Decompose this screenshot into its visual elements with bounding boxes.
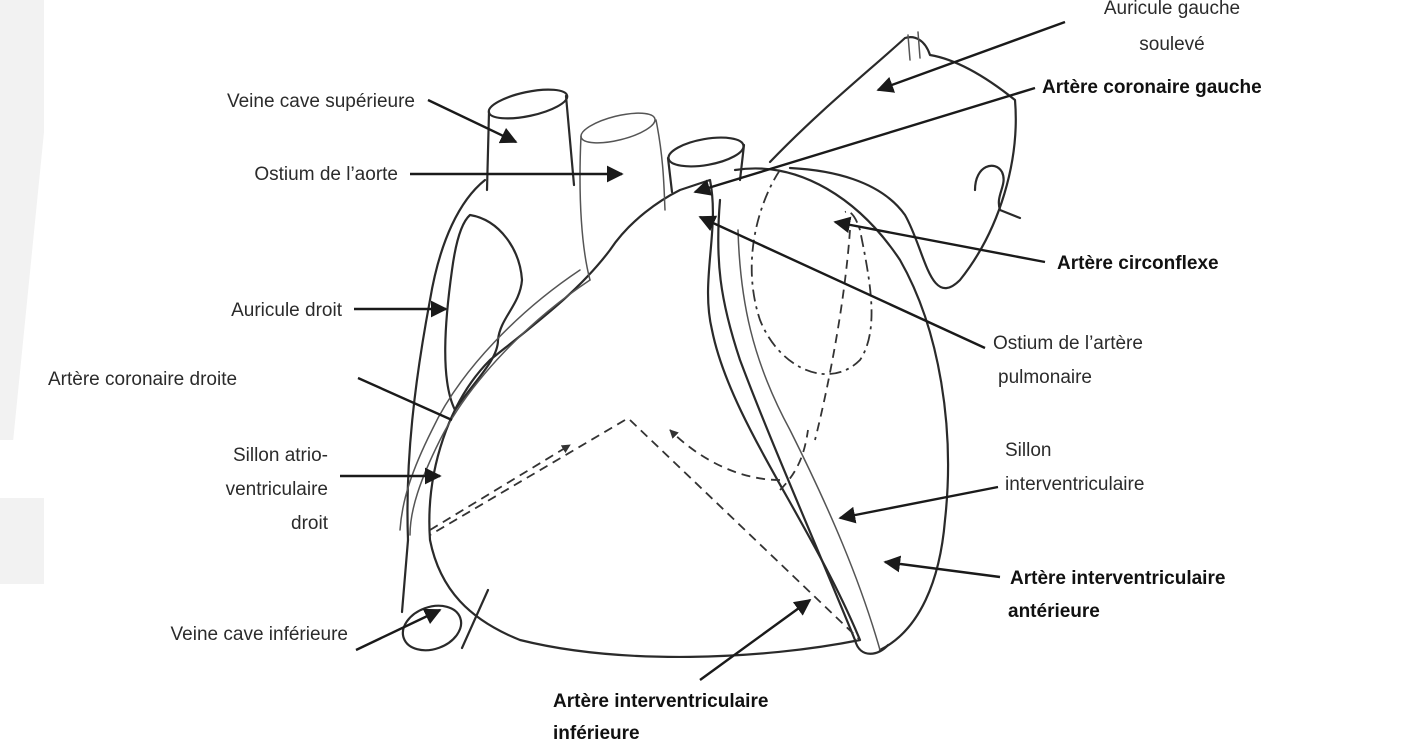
superior-vena-cava	[485, 88, 576, 192]
label-ostium-pulmonaire-line1: Ostium de l’artère	[993, 333, 1143, 354]
label-artere-iv-anterieure-line1: Artère interventriculaire	[1010, 568, 1225, 589]
background-panel	[0, 498, 44, 584]
label-artere-coronaire-gauche: Artère coronaire gauche	[1042, 77, 1262, 98]
leader-veine-cave-inf	[355, 608, 442, 652]
label-artere-iv-inferieure-line2: inférieure	[553, 723, 640, 743]
leader-iv-anterieure	[883, 555, 1001, 579]
leader-lines	[340, 20, 1066, 681]
aorta	[579, 112, 666, 281]
label-sillon-atrio-line1: Sillon atrio-	[233, 445, 328, 466]
inferior-vena-cava	[400, 538, 490, 652]
label-sillon-iv-line2: interventriculaire	[1005, 474, 1144, 495]
label-sillon-atrio-line3: droit	[291, 513, 329, 534]
leader-auricule-gauche	[876, 20, 1066, 93]
label-auricule-gauche-line1: Auricule gauche	[1104, 0, 1240, 19]
leader-coronaire-droite	[357, 376, 453, 422]
label-ostium-pulmonaire-line2: pulmonaire	[998, 367, 1092, 388]
pulmonary-trunk	[666, 136, 746, 194]
label-veine-cave-inferieure: Veine cave inférieure	[171, 624, 348, 645]
label-artere-circonflexe: Artère circonflexe	[1057, 253, 1219, 274]
interventricular-groove	[717, 198, 890, 655]
leader-ostium-pulmonaire	[698, 215, 986, 350]
heart-outline	[406, 167, 950, 659]
leader-coronaire-gauche	[693, 86, 1036, 196]
hidden-branches	[429, 419, 861, 641]
left-auricle	[768, 31, 1022, 290]
label-artere-coronaire-droite: Artère coronaire droite	[48, 369, 237, 390]
label-veine-cave-superieure: Veine cave supérieure	[227, 91, 415, 112]
label-ostium-aorte: Ostium de l’aorte	[254, 164, 398, 185]
label-auricule-gauche-line2: soulevé	[1139, 34, 1205, 55]
circumflex-artery	[750, 169, 873, 441]
label-sillon-atrio-line2: ventriculaire	[226, 479, 328, 500]
leader-sillon-iv	[838, 485, 999, 524]
leader-veine-cave-sup	[427, 98, 518, 144]
leader-iv-inferieure	[699, 599, 812, 681]
leader-circonflexe	[833, 216, 1046, 264]
right-coronary-artery	[399, 269, 591, 536]
label-auricule-droit: Auricule droit	[231, 300, 343, 321]
label-sillon-iv-line1: Sillon	[1005, 440, 1051, 461]
label-artere-iv-anterieure-line2: antérieure	[1008, 601, 1100, 622]
label-artere-iv-inferieure-line1: Artère interventriculaire	[553, 691, 768, 712]
labels: Auricule gauche soulevé Artère coronaire…	[48, 0, 1262, 743]
